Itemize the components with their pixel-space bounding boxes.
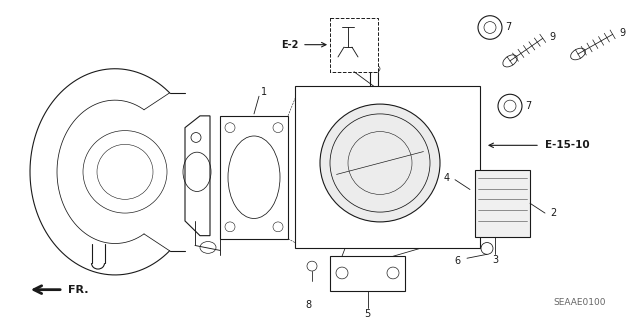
Text: E-2: E-2 <box>280 40 298 50</box>
Text: 7: 7 <box>505 23 511 33</box>
Bar <box>475 170 530 237</box>
Text: 4: 4 <box>444 173 450 183</box>
Bar <box>330 256 405 291</box>
Text: E-15-10: E-15-10 <box>545 140 589 150</box>
Text: 5: 5 <box>364 309 371 319</box>
Text: 8: 8 <box>305 300 311 310</box>
Text: 3: 3 <box>492 255 498 265</box>
Bar <box>330 18 378 72</box>
Text: 7: 7 <box>525 101 531 111</box>
Bar <box>220 116 288 239</box>
Text: 9: 9 <box>620 28 625 38</box>
Ellipse shape <box>320 104 440 222</box>
Text: 9: 9 <box>549 32 556 42</box>
Text: 1: 1 <box>261 87 267 97</box>
Text: 2: 2 <box>550 208 556 218</box>
Polygon shape <box>185 116 210 236</box>
Text: FR.: FR. <box>68 285 88 295</box>
Bar <box>295 86 480 249</box>
Text: SEAAE0100: SEAAE0100 <box>554 298 606 307</box>
Text: 6: 6 <box>454 256 460 266</box>
